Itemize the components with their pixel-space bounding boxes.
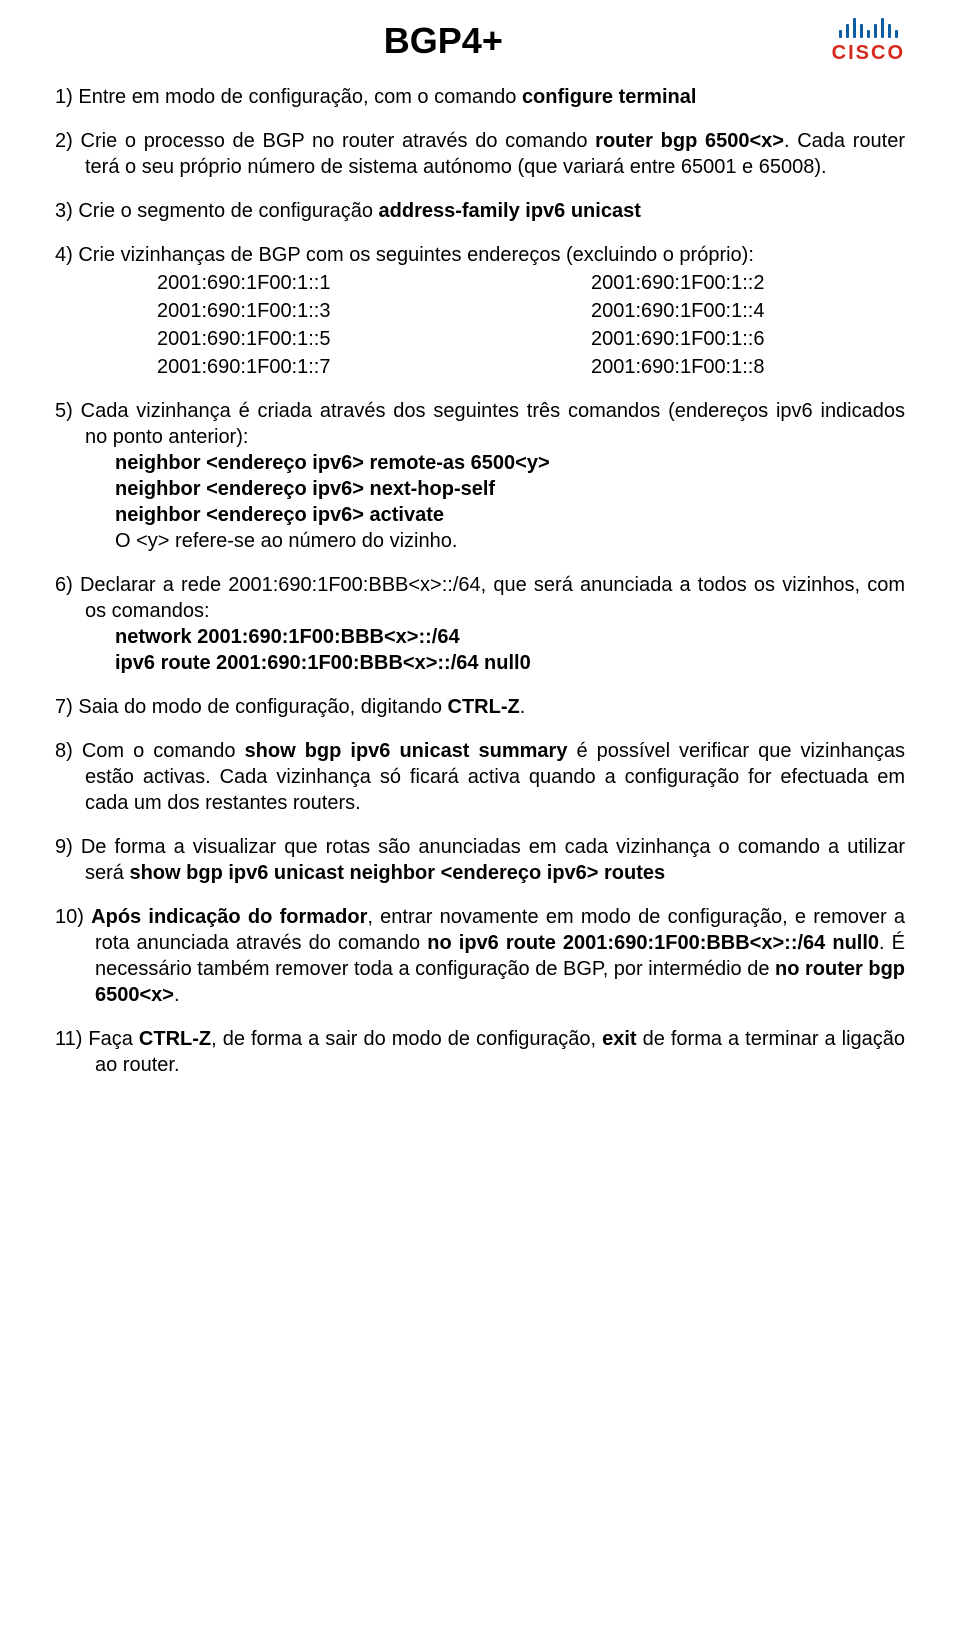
command: exit [602, 1028, 636, 1050]
command: show bgp ipv6 unicast neighbor <endereço… [129, 862, 665, 884]
item-text: Faça [82, 1028, 139, 1050]
item-text: Crie o segmento de configuração [73, 200, 379, 222]
command: no ipv6 route 2001:690:1F00:BBB<x>::/64 … [427, 932, 879, 954]
item-text: . [174, 984, 180, 1006]
list-item-3: 3) Crie o segmento de configuração addre… [55, 198, 905, 224]
command: Após indicação do formador [91, 906, 367, 928]
list-item-2: 2) Crie o processo de BGP no router atra… [55, 128, 905, 180]
ipv6-address: 2001:690:1F00:1::6 [591, 326, 905, 352]
list-item-9: 9) De forma a visualizar que rotas são a… [55, 834, 905, 886]
command: address-family ipv6 unicast [379, 200, 641, 222]
item-text: , de forma a sair do modo de configuraçã… [211, 1028, 602, 1050]
command: network 2001:690:1F00:BBB<x>::/64 [115, 626, 460, 648]
item-number: 8) [55, 740, 73, 762]
command: neighbor <endereço ipv6> next-hop-self [115, 478, 495, 500]
item-text: Crie vizinhanças de BGP com os seguintes… [73, 244, 754, 266]
item-number: 5) [55, 400, 73, 422]
list-item-1: 1) Entre em modo de configuração, com o … [55, 84, 905, 110]
instruction-list: 1) Entre em modo de configuração, com o … [55, 84, 905, 1078]
list-item-6: 6) Declarar a rede 2001:690:1F00:BBB<x>:… [55, 572, 905, 676]
item-text: Saia do modo de configuração, digitando [73, 696, 448, 718]
list-item-5: 5) Cada vizinhança é criada através dos … [55, 398, 905, 554]
address-grid: 2001:690:1F00:1::1 2001:690:1F00:1::2 20… [157, 270, 905, 380]
item-number: 2) [55, 130, 73, 152]
list-item-11: 11) Faça CTRL-Z, de forma a sair do modo… [55, 1026, 905, 1078]
ipv6-address: 2001:690:1F00:1::2 [591, 270, 905, 296]
command: ipv6 route 2001:690:1F00:BBB<x>::/64 nul… [115, 652, 531, 674]
item-number: 11) [55, 1028, 82, 1050]
item-text: Crie o processo de BGP no router através… [73, 130, 595, 152]
command: neighbor <endereço ipv6> activate [115, 504, 444, 526]
command: neighbor <endereço ipv6> remote-as 6500<… [115, 452, 550, 474]
header: BGP4+ CISCO [55, 18, 905, 66]
list-item-4: 4) Crie vizinhanças de BGP com os seguin… [55, 242, 905, 380]
command: configure terminal [522, 86, 696, 108]
item-text: . [520, 696, 526, 718]
page-title: BGP4+ [55, 18, 832, 65]
ipv6-address: 2001:690:1F00:1::5 [157, 326, 471, 352]
item-number: 4) [55, 244, 73, 266]
logo-text: CISCO [832, 40, 905, 66]
ipv6-address: 2001:690:1F00:1::7 [157, 354, 471, 380]
item-number: 6) [55, 574, 73, 596]
ipv6-address: 2001:690:1F00:1::1 [157, 270, 471, 296]
item-text: Entre em modo de configuração, com o com… [73, 86, 522, 108]
ipv6-address: 2001:690:1F00:1::3 [157, 298, 471, 324]
cisco-logo: CISCO [832, 16, 905, 66]
item-number: 1) [55, 86, 73, 108]
command: show bgp ipv6 unicast summary [245, 740, 568, 762]
ipv6-address: 2001:690:1F00:1::8 [591, 354, 905, 380]
logo-bars-icon [839, 16, 898, 38]
item-text: O <y> refere-se ao número do vizinho. [115, 528, 905, 554]
command: router bgp 6500<x> [595, 130, 784, 152]
item-text: Cada vizinhança é criada através dos seg… [73, 400, 905, 448]
item-number: 3) [55, 200, 73, 222]
command: CTRL-Z [448, 696, 520, 718]
item-number: 9) [55, 836, 73, 858]
item-number: 10) [55, 906, 84, 928]
list-item-10: 10) Após indicação do formador, entrar n… [55, 904, 905, 1008]
list-item-8: 8) Com o comando show bgp ipv6 unicast s… [55, 738, 905, 816]
item-text: Com o comando [73, 740, 245, 762]
list-item-7: 7) Saia do modo de configuração, digitan… [55, 694, 905, 720]
ipv6-address: 2001:690:1F00:1::4 [591, 298, 905, 324]
item-text: Declarar a rede 2001:690:1F00:BBB<x>::/6… [73, 574, 905, 622]
command: CTRL-Z [139, 1028, 211, 1050]
item-number: 7) [55, 696, 73, 718]
